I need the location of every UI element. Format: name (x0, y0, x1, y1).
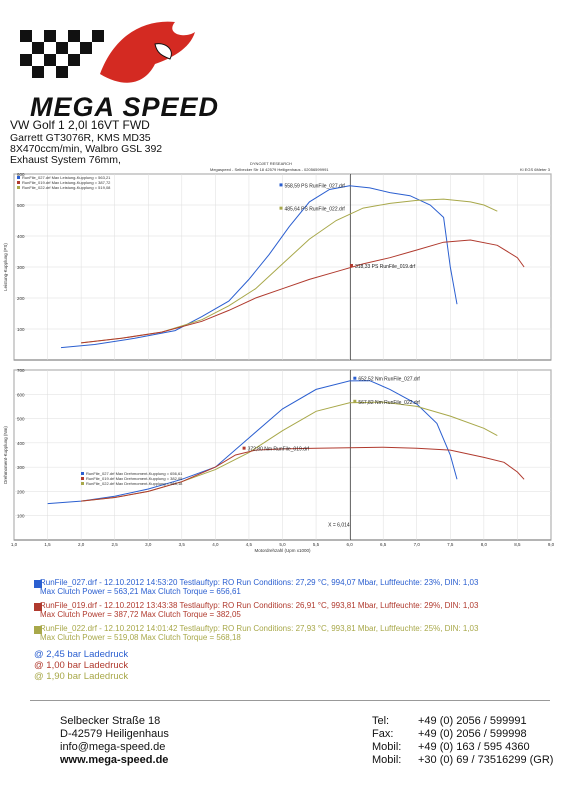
logo-checkered-flag (20, 30, 104, 78)
legend-entry: RunFile_019.drf Max Leistung-Kupplung = … (22, 180, 111, 185)
x-tick-label: 5,5 (313, 542, 320, 547)
run-info-line: RunFile_027.drf - 12.10.2012 14:53:20 Te… (40, 578, 479, 587)
run022-swatch (34, 626, 42, 634)
y-tick-label: 300 (17, 465, 25, 470)
brand-logo: MEGA SPEED (30, 92, 220, 122)
x-tick-label: 6,5 (380, 542, 387, 547)
boost-line: @ 2,45 bar Ladedruck (34, 649, 129, 660)
y-tick-label: 500 (17, 417, 25, 422)
legend-entry: RunFile_022.drf Max Drehmoment-Kupplung … (86, 481, 183, 486)
dyno-charts: 600 500 400 300 200 100 Leistung-Kupplung (PS)… (3, 172, 555, 553)
contact-label: Mobil: (372, 741, 402, 753)
legend-swatch (81, 482, 84, 485)
boost-line: @ 1,00 bar Ladedruck (34, 660, 129, 671)
annotation-label: 372,80 Nm RunFile_019.drf (248, 447, 310, 453)
annotation-label: 485,64 PS RunFile_022.drf (285, 207, 346, 213)
legend-swatch (17, 176, 20, 179)
car-title: VW Golf 1 2,0l 16VT FWD (10, 118, 150, 132)
annotation-label: 318,33 PS RunFile_019.drf (355, 264, 416, 270)
series-line-RunFile_027.drf (60, 185, 458, 349)
x-tick-label: 2,5 (112, 542, 119, 547)
x-tick-label: 4,0 (212, 542, 219, 547)
legend-swatch (81, 477, 84, 480)
run-info-line: RunFile_022.drf - 12.10.2012 14:01:42 Te… (40, 624, 479, 633)
run027-swatch (34, 580, 42, 588)
car-spec-line: Exhaust System 76mm, (10, 154, 121, 166)
footer-email[interactable]: info@mega-speed.de (60, 741, 166, 753)
series-line-RunFile_027.drf (47, 380, 458, 505)
annotation-marker (349, 264, 353, 267)
x-tick-label: 3,0 (145, 542, 152, 547)
annotation-marker (353, 399, 357, 403)
y-tick-label: 300 (17, 265, 25, 270)
contact-label: Mobil: (372, 754, 402, 766)
series-line-RunFile_019.drf (81, 446, 525, 502)
y-tick-label: 100 (17, 514, 25, 519)
x-tick-label: 6,0 (346, 542, 353, 547)
x-tick-label: 4,5 (246, 542, 253, 547)
y-tick-label: 700 (17, 368, 25, 373)
y-tick-label: 200 (17, 489, 25, 494)
x-tick-label: 7,0 (414, 542, 421, 547)
legend-swatch (81, 472, 84, 475)
x-tick-label: 2,0 (78, 542, 85, 547)
x-axis-label: Motordrehzahl (Upm x1000) (254, 548, 311, 553)
annotation-marker (279, 183, 283, 187)
y-tick-label: 400 (17, 234, 25, 239)
run-info-line: Max Clutch Power = 563,21 Max Clutch Tor… (40, 587, 241, 596)
legend-swatch (17, 186, 20, 189)
annotation-label: 567,82 Nm RunFile_022.drf (358, 400, 420, 406)
run-info-line: Max Clutch Power = 387,72 Max Clutch Tor… (40, 610, 241, 619)
x-tick-label: 7,5 (447, 542, 454, 547)
y-tick-label: 600 (17, 172, 25, 177)
boost-line: @ 1,90 bar Ladedruck (34, 671, 129, 682)
legend-swatch (17, 181, 20, 184)
logo-eagle-icon (100, 21, 195, 83)
annotation-label: 652,52 Nm RunFile_027.drf (358, 377, 420, 383)
run-info-line: Max Clutch Power = 519,08 Max Clutch Tor… (40, 633, 241, 642)
footer-divider (30, 700, 550, 701)
sheet-address: Megaspeed - Selbecker Str 18 42579 Heili… (210, 167, 329, 172)
y-axis-label: Leistung-Kupplung (PS) (3, 243, 8, 291)
run-info-line: RunFile_019.drf - 12.10.2012 13:43:38 Te… (40, 601, 479, 610)
car-spec-line: Garrett GT3076R, KMS MD35 (10, 132, 151, 144)
annotation-label: 558,59 PS RunFile_027.drf (285, 183, 346, 189)
x-tick-label: 1,0 (11, 542, 18, 547)
contact-value: +49 (0) 2056 / 599998 (418, 728, 527, 740)
y-axis-label: Drehmoment-Kupplung (Nm) (3, 426, 8, 484)
annotation-marker (353, 376, 357, 380)
legend-entry: RunFile_027.drf Max Drehmoment-Kupplung … (86, 471, 183, 476)
series-line-RunFile_019.drf (81, 239, 525, 344)
footer-website[interactable]: www.mega-speed.de (60, 754, 169, 766)
footer-address: D-42579 Heiligenhaus (60, 728, 169, 740)
car-spec-line: 8X470ccm/min, Walbro GSL 392 (10, 143, 163, 155)
legend-entry: RunFile_019.drf Max Drehmoment-Kupplung … (86, 476, 183, 481)
contact-value: +49 (0) 2056 / 599991 (418, 715, 527, 727)
annotation-marker (242, 446, 246, 450)
run019-swatch (34, 603, 42, 611)
contact-label: Tel: (372, 715, 390, 727)
contact-label: Fax: (372, 728, 394, 740)
series-line-RunFile_022.drf (81, 198, 498, 344)
annotation-label: X = 6,014 (328, 522, 350, 528)
y-tick-label: 600 (17, 392, 25, 397)
sheet-company: DYNOJET RESEARCH (250, 161, 292, 166)
y-tick-label: 200 (17, 296, 25, 301)
sheet-page-ref: Ki EGS 6Meter 3 (520, 167, 551, 172)
x-tick-label: 8,0 (481, 542, 488, 547)
footer-address: Selbecker Straße 18 (60, 715, 161, 727)
contact-value: +30 (0) 69 / 73516299 (GR) (418, 754, 554, 766)
contact-value: +49 (0) 163 / 595 4360 (418, 741, 530, 753)
x-tick-label: 9,0 (548, 542, 555, 547)
x-tick-label: 5,0 (279, 542, 286, 547)
legend-entry: RunFile_022.drf Max Leistung-Kupplung = … (22, 185, 111, 190)
x-tick-label: 3,5 (179, 542, 186, 547)
annotation-marker (279, 206, 283, 210)
y-tick-label: 400 (17, 441, 25, 446)
x-tick-label: 1,5 (44, 542, 51, 547)
x-tick-label: 8,5 (514, 542, 521, 547)
y-tick-label: 100 (17, 327, 25, 332)
y-tick-label: 500 (17, 203, 25, 208)
legend-entry: RunFile_027.drf Max Leistung-Kupplung = … (22, 175, 111, 180)
